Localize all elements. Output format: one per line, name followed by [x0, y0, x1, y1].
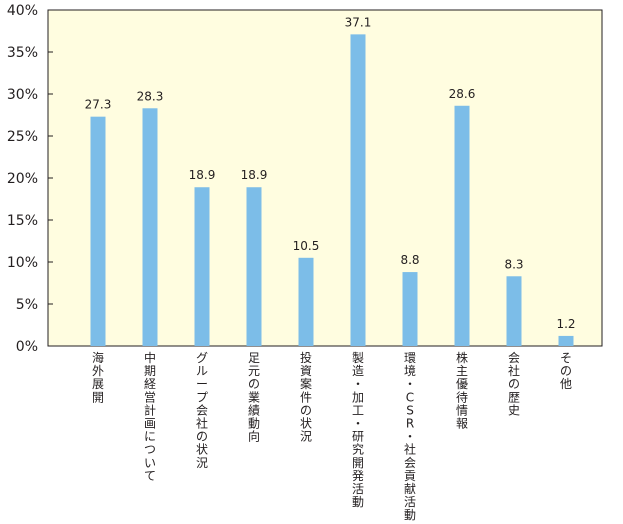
bar-value-label: 28.3: [137, 89, 164, 103]
x-category-label: 中期経営計画について: [144, 350, 156, 483]
bar-value-label: 37.1: [345, 15, 372, 29]
bar-value-label: 8.8: [400, 253, 419, 267]
x-category-label: 海外展開: [92, 350, 104, 404]
y-tick-label: 0%: [16, 339, 38, 355]
y-tick-label: 40%: [7, 3, 38, 19]
bar: [350, 34, 366, 347]
bar: [506, 276, 522, 346]
bar-value-label: 8.3: [504, 257, 523, 271]
bar-value-label: 10.5: [293, 239, 320, 253]
bar-value-label: 18.9: [241, 168, 268, 182]
y-tick-label: 20%: [7, 171, 38, 187]
bar: [194, 187, 210, 346]
y-tick-label: 5%: [16, 297, 38, 313]
bar-value-label: 28.6: [449, 87, 476, 101]
bar: [454, 105, 470, 346]
bar-value-label: 1.2: [556, 317, 575, 331]
bar-value-label: 18.9: [189, 168, 216, 182]
y-tick-label: 35%: [7, 45, 38, 61]
y-tick-label: 25%: [7, 129, 38, 145]
y-tick-label: 15%: [7, 213, 38, 229]
bar-value-label: 27.3: [85, 98, 112, 112]
bar: [90, 116, 106, 347]
x-category-label: グループ会社の状況: [196, 351, 208, 470]
bars: 27.3 28.3 18.9 18.9 10.5 37.1 8.8 28.6 8.3 1.2: [85, 15, 576, 347]
x-category-label: その他: [560, 351, 572, 391]
bar: [558, 335, 574, 346]
x-category-label: 株主優待情報: [456, 350, 468, 431]
y-tick-label: 30%: [7, 87, 38, 103]
bar: [298, 257, 314, 346]
y-tick-label: 10%: [7, 255, 38, 271]
x-category-label: 足元の業績動向: [248, 351, 260, 444]
y-axis: 0% 5% 10% 15% 20% 25% 30% 35% 40%: [7, 3, 53, 355]
x-category-label: 会社の歴史: [508, 351, 520, 417]
bar: [402, 272, 418, 346]
bar: [246, 187, 262, 346]
x-category-label: 投資案件の状況: [300, 350, 312, 444]
x-category-label: 製造・加工・研究開発活動: [352, 351, 364, 509]
x-category-label: 環境・ C S R ・社会貢献活動: [404, 351, 416, 522]
x-axis-categories: 海外展開 中期経営計画について グループ会社の状況 足元の業績動向 投資案件の状況 製造・…: [92, 350, 572, 522]
bar: [142, 108, 158, 346]
